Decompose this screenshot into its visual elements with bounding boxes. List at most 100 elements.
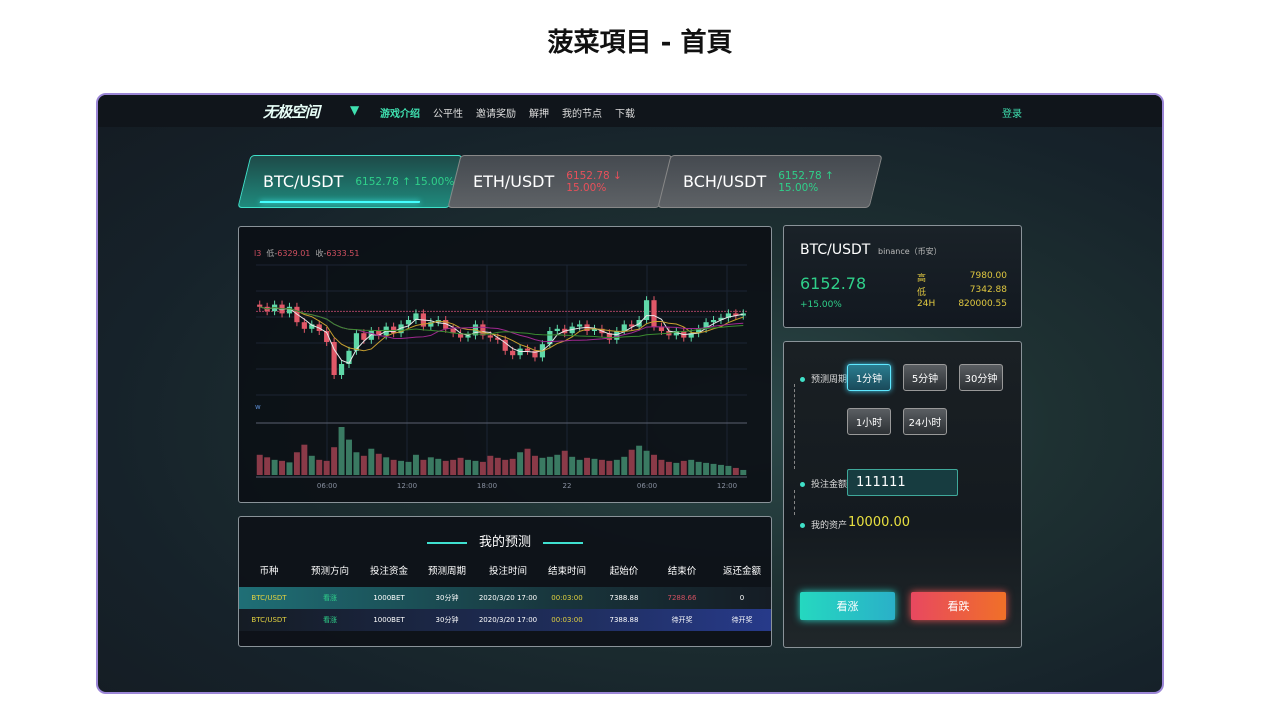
arrow-up-icon: ↑ xyxy=(825,169,834,182)
period-1h-button[interactable]: 1小时 xyxy=(847,408,891,435)
ma-line xyxy=(259,306,744,339)
volume-bar xyxy=(412,454,419,475)
nav-item-download[interactable]: 下载 xyxy=(615,109,635,120)
volume-bar xyxy=(643,450,650,475)
volume-bar xyxy=(576,459,583,475)
volume-bar xyxy=(532,455,538,475)
candle xyxy=(651,300,657,327)
col-header: 结束时间 xyxy=(547,566,586,577)
volume-bar xyxy=(256,454,263,475)
candle xyxy=(510,350,516,356)
ticker-pair: BTC/USDT xyxy=(800,242,871,258)
kline-chart[interactable]: l3 低-6329.01 收-6333.51 w 06:00 12:00 18:00… xyxy=(238,226,772,503)
logo[interactable]: 无极空间 xyxy=(263,103,320,121)
period-24h-button[interactable]: 24小时 xyxy=(903,408,947,435)
table-row[interactable]: BTC/USDT 看涨 1000BET 30分钟 2020/3/20 17:00 00:0… xyxy=(239,609,771,631)
pair-label: ETH/USDT xyxy=(473,172,555,191)
candle xyxy=(524,348,531,351)
volume-bar xyxy=(316,459,323,475)
col-header: 投注时间 xyxy=(488,566,527,577)
period-5min-button[interactable]: 5分钟 xyxy=(903,364,947,391)
period-1min-button[interactable]: 1分钟 xyxy=(847,364,891,391)
volume-bar xyxy=(509,458,516,475)
volume-bar xyxy=(472,460,479,475)
nav-item-invite[interactable]: 邀请奖励 xyxy=(476,109,516,120)
app-window: 无极空间 ▼ 游戏介绍 公平性 邀请奖励 解押 我的节点 下载 登录 BTC/U… xyxy=(96,93,1164,694)
cell: 2020/3/20 17:00 xyxy=(478,616,538,624)
ma-line xyxy=(259,306,744,364)
volume-bar xyxy=(487,455,494,475)
candle xyxy=(614,331,620,340)
volume-bar xyxy=(673,462,680,475)
candle xyxy=(309,324,315,329)
cell: 待开奖 xyxy=(731,616,753,624)
tab-eth-usdt[interactable]: ETH/USDT 6152.78 ↓ 15.00% xyxy=(447,155,673,208)
volume-bar xyxy=(398,460,405,475)
volume-bar xyxy=(479,461,486,475)
stat-value: 7342.88 xyxy=(969,285,1007,295)
volume-bar xyxy=(651,454,657,475)
candle xyxy=(331,342,337,375)
amount-label: 投注金额 xyxy=(800,477,847,490)
x-tick-label: 06:00 xyxy=(637,482,657,490)
bet-rise-button[interactable]: 看涨 xyxy=(800,592,895,620)
cell: 7388.88 xyxy=(609,616,639,624)
volume-bar xyxy=(301,444,308,475)
tab-btc-usdt[interactable]: BTC/USDT 6152.78 ↑ 15.00% xyxy=(237,155,463,208)
candle xyxy=(368,331,374,340)
low-label: 低- xyxy=(266,249,278,258)
candle xyxy=(577,324,583,327)
volume-bar xyxy=(353,452,360,475)
volume-bar xyxy=(703,462,710,475)
close-label: 收- xyxy=(315,249,327,258)
volume-bar xyxy=(717,464,724,475)
cell: 30分钟 xyxy=(435,594,459,602)
volume-bar xyxy=(390,459,397,475)
candle xyxy=(257,304,263,307)
volume-bar xyxy=(725,465,732,475)
login-link[interactable]: 登录 xyxy=(1002,109,1022,120)
close-value: 6333.51 xyxy=(326,249,360,258)
volume-bar xyxy=(680,460,687,475)
candle xyxy=(324,331,330,342)
bet-fall-button[interactable]: 看跌 xyxy=(911,592,1006,620)
volume-bar xyxy=(331,447,338,475)
price: 6152.78 xyxy=(566,169,610,182)
cell: 30分钟 xyxy=(435,616,459,624)
volume-bar xyxy=(442,460,449,475)
asset-label: 我的资产 xyxy=(800,518,847,531)
volume-bar xyxy=(591,458,598,475)
stat-value: 820000.55 xyxy=(958,299,1007,309)
triangle-down-icon[interactable]: ▼ xyxy=(350,103,360,117)
volume-bar xyxy=(286,462,293,475)
x-tick-label: 12:00 xyxy=(397,482,417,490)
volume-bar xyxy=(375,453,382,475)
period-30min-button[interactable]: 30分钟 xyxy=(959,364,1003,391)
candle xyxy=(391,326,397,334)
candle xyxy=(696,328,702,334)
volume-bar xyxy=(338,427,345,475)
amount-input[interactable]: 111111 xyxy=(847,469,958,496)
cell: BTC/USDT xyxy=(251,594,287,602)
volume-bar xyxy=(271,459,278,475)
ticker-panel: BTC/USDT binance（币安） 6152.78 +15.00% 高 79… xyxy=(783,225,1022,328)
change: 15.00% xyxy=(414,175,455,188)
nav-item-unstake[interactable]: 解押 xyxy=(529,109,549,120)
candle xyxy=(465,335,471,338)
stat-value: 7980.00 xyxy=(969,271,1007,281)
candle xyxy=(658,326,665,331)
candle xyxy=(502,339,508,351)
cell: 1000BET xyxy=(373,594,405,602)
volume-bar xyxy=(606,460,613,475)
period-label: 预测周期 xyxy=(800,372,847,385)
nav-item-game-intro[interactable]: 游戏介绍 xyxy=(380,109,420,120)
volume-bar xyxy=(279,460,286,475)
candle xyxy=(301,322,307,329)
nav-item-my-nodes[interactable]: 我的节点 xyxy=(562,109,602,120)
table-row[interactable]: BTC/USDT 看涨 1000BET 30分钟 2020/3/20 17:00 00:0… xyxy=(239,587,771,609)
nav-item-fairness[interactable]: 公平性 xyxy=(433,109,463,120)
navbar: 无极空间 ▼ 游戏介绍 公平性 邀请奖励 解押 我的节点 下载 登录 xyxy=(98,95,1162,127)
candle xyxy=(487,335,493,338)
x-tick-label: 12:00 xyxy=(717,482,737,490)
tab-bch-usdt[interactable]: BCH/USDT 6152.78 ↑ 15.00% xyxy=(657,155,883,208)
